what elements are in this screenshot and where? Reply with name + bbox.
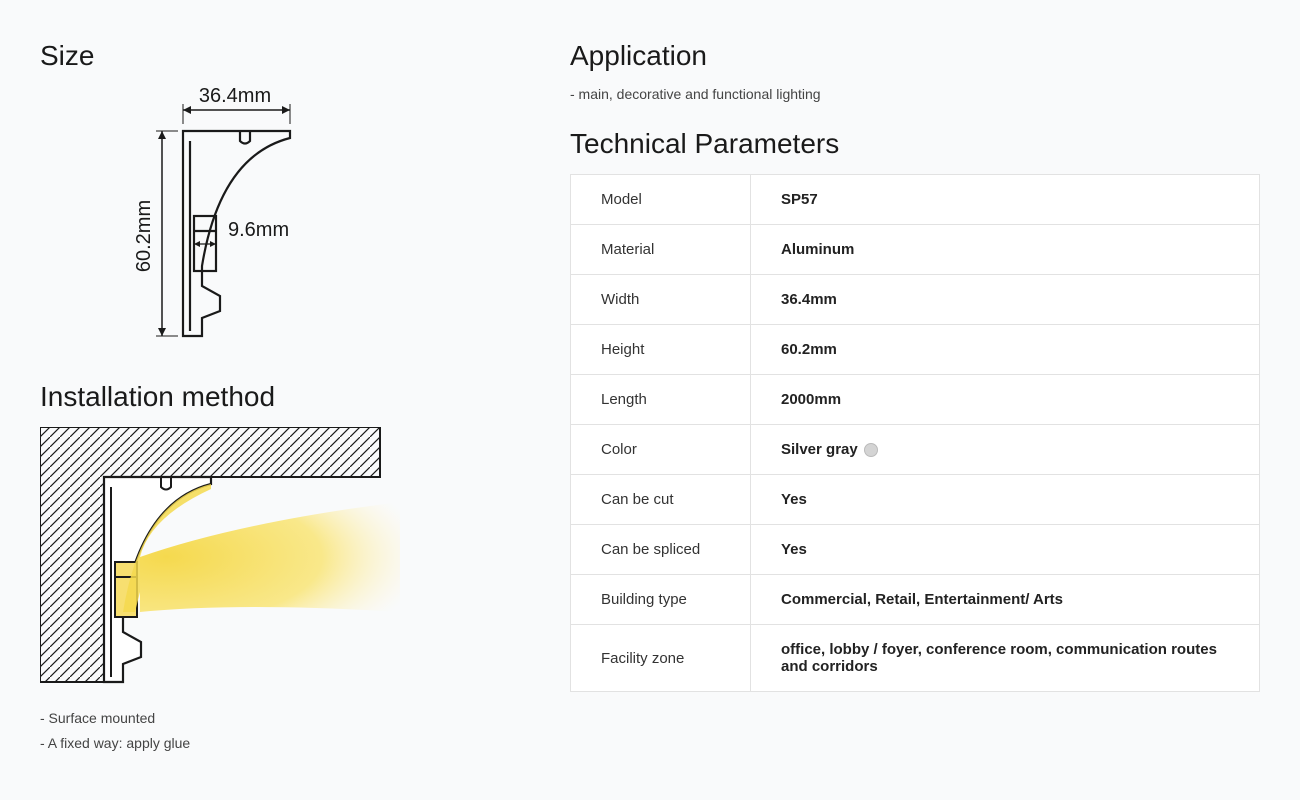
svg-text:60.2mm: 60.2mm [133, 200, 155, 272]
param-value: Aluminum [751, 225, 1260, 275]
param-value: Yes [751, 525, 1260, 575]
param-label: Building type [571, 575, 751, 625]
install-diagram [40, 427, 510, 692]
table-row: Length2000mm [571, 375, 1260, 425]
param-value: Yes [751, 475, 1260, 525]
tech-params-table: ModelSP57MaterialAluminumWidth36.4mmHeig… [570, 174, 1260, 692]
param-label: Can be spliced [571, 525, 751, 575]
tech-params-heading: Technical Parameters [570, 128, 1260, 160]
install-heading: Installation method [40, 381, 510, 413]
table-row: Height60.2mm [571, 325, 1260, 375]
param-value: SP57 [751, 175, 1260, 225]
param-label: Color [571, 425, 751, 475]
param-label: Width [571, 275, 751, 325]
color-swatch [864, 443, 878, 457]
table-row: MaterialAluminum [571, 225, 1260, 275]
param-label: Material [571, 225, 751, 275]
size-diagram: 36.4mm 60.2mm [120, 86, 510, 351]
size-heading: Size [40, 40, 510, 72]
install-notes: - Surface mounted - A fixed way: apply g… [40, 706, 510, 756]
param-value: Silver gray [751, 425, 1260, 475]
param-label: Facility zone [571, 625, 751, 692]
table-row: Can be splicedYes [571, 525, 1260, 575]
param-value: 60.2mm [751, 325, 1260, 375]
application-heading: Application [570, 40, 1260, 72]
table-row: Facility zoneoffice, lobby / foyer, conf… [571, 625, 1260, 692]
install-note-1: - Surface mounted [40, 706, 510, 731]
table-row: ColorSilver gray [571, 425, 1260, 475]
param-value: 2000mm [751, 375, 1260, 425]
svg-text:36.4mm: 36.4mm [199, 86, 271, 107]
application-note: - main, decorative and functional lighti… [570, 86, 1260, 102]
table-row: Can be cutYes [571, 475, 1260, 525]
table-row: ModelSP57 [571, 175, 1260, 225]
install-note-2: - A fixed way: apply glue [40, 731, 510, 756]
param-value: Commercial, Retail, Entertainment/ Arts [751, 575, 1260, 625]
table-row: Building typeCommercial, Retail, Enterta… [571, 575, 1260, 625]
svg-text:9.6mm: 9.6mm [228, 219, 289, 241]
param-value: 36.4mm [751, 275, 1260, 325]
param-value: office, lobby / foyer, conference room, … [751, 625, 1260, 692]
param-label: Can be cut [571, 475, 751, 525]
param-label: Height [571, 325, 751, 375]
table-row: Width36.4mm [571, 275, 1260, 325]
param-label: Model [571, 175, 751, 225]
param-label: Length [571, 375, 751, 425]
